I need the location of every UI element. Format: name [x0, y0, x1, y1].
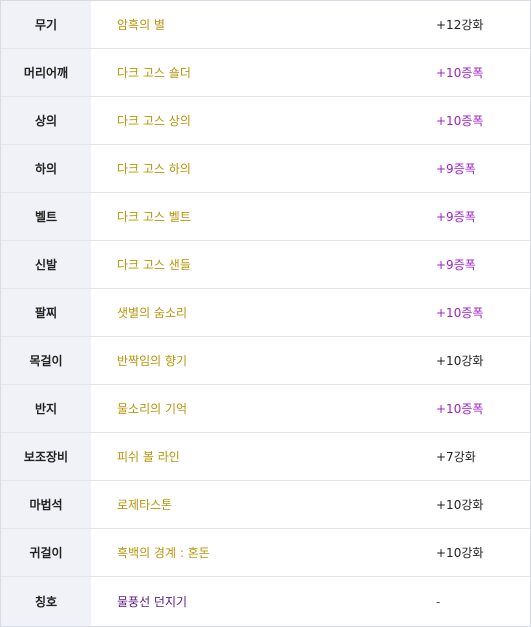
- item-name: 샛별의 숨소리: [117, 306, 188, 320]
- slot-label: 보조장비: [1, 433, 91, 480]
- enhancement-value: +10증폭: [436, 66, 484, 80]
- enhancement-value: +10강화: [436, 546, 484, 560]
- table-row: 머리어깨 다크 고스 숄더 +10증폭: [1, 49, 530, 97]
- table-row: 무기 암흑의 별 +12강화: [1, 1, 530, 49]
- item-name: 로제타스톤: [117, 498, 173, 512]
- enhancement-value: +10증폭: [436, 114, 484, 128]
- enhancement-value: +9증폭: [436, 258, 476, 272]
- item-name: 흑백의 경계 : 혼돈: [117, 546, 210, 560]
- table-row: 귀걸이 흑백의 경계 : 혼돈 +10강화: [1, 529, 530, 577]
- enhancement-value: +10증폭: [436, 402, 484, 416]
- enhancement-value: +12강화: [436, 18, 484, 32]
- table-row: 보조장비 피쉬 볼 라인 +7강화: [1, 433, 530, 481]
- item-name: 물풍선 던지기: [117, 595, 188, 609]
- slot-label: 무기: [1, 1, 91, 48]
- table-row: 신발 다크 고스 샌들 +9증폭: [1, 241, 530, 289]
- slot-label: 팔찌: [1, 289, 91, 336]
- item-name: 다크 고스 하의: [117, 162, 191, 176]
- table-row: 상의 다크 고스 상의 +10증폭: [1, 97, 530, 145]
- enhancement-value: +9증폭: [436, 210, 476, 224]
- table-row: 벨트 다크 고스 벨트 +9증폭: [1, 193, 530, 241]
- slot-label: 칭호: [1, 577, 91, 626]
- slot-label: 하의: [1, 145, 91, 192]
- item-name: 다크 고스 샌들: [117, 258, 191, 272]
- table-row: 목걸이 반짝임의 향기 +10강화: [1, 337, 530, 385]
- enhancement-value: +7강화: [436, 450, 476, 464]
- table-row: 마법석 로제타스톤 +10강화: [1, 481, 530, 529]
- slot-label: 귀걸이: [1, 529, 91, 576]
- slot-label: 벨트: [1, 193, 91, 240]
- enhancement-value: +9증폭: [436, 162, 476, 176]
- item-name: 암흑의 별: [117, 18, 165, 32]
- item-name: 다크 고스 숄더: [117, 66, 191, 80]
- slot-label: 목걸이: [1, 337, 91, 384]
- item-name: 다크 고스 상의: [117, 114, 191, 128]
- table-row: 하의 다크 고스 하의 +9증폭: [1, 145, 530, 193]
- enhancement-value: +10증폭: [436, 306, 484, 320]
- enhancement-value: +10강화: [436, 498, 484, 512]
- enhancement-value: +10강화: [436, 354, 484, 368]
- slot-label: 상의: [1, 97, 91, 144]
- slot-label: 마법석: [1, 481, 91, 528]
- slot-label: 신발: [1, 241, 91, 288]
- slot-label: 반지: [1, 385, 91, 432]
- slot-label: 머리어깨: [1, 49, 91, 96]
- item-name: 다크 고스 벨트: [117, 210, 191, 224]
- item-name: 피쉬 볼 라인: [117, 450, 180, 464]
- item-name: 물소리의 기억: [117, 402, 188, 416]
- table-row: 팔찌 샛별의 숨소리 +10증폭: [1, 289, 530, 337]
- table-row: 칭호 물풍선 던지기 -: [1, 577, 530, 626]
- enhancement-value: -: [436, 594, 441, 609]
- item-name: 반짝임의 향기: [117, 354, 188, 368]
- table-row: 반지 물소리의 기억 +10증폭: [1, 385, 530, 433]
